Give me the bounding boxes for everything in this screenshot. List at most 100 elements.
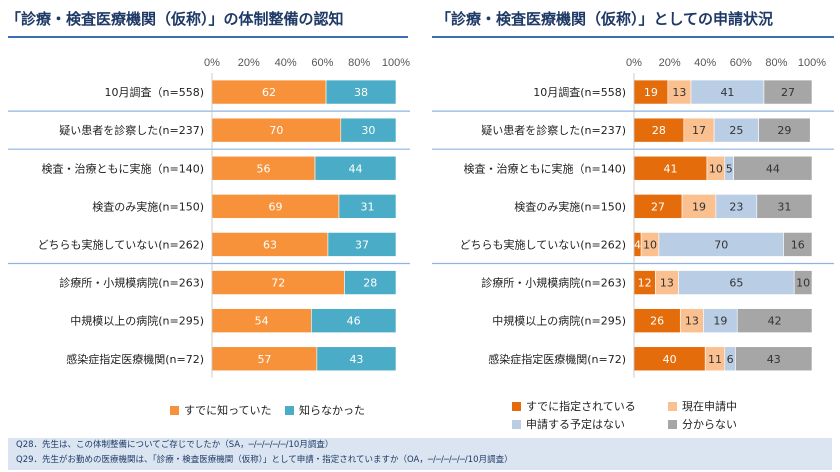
right-data-label: 29 — [777, 124, 791, 137]
right-data-label: 10 — [796, 277, 810, 290]
left-tick-label: 0% — [204, 57, 220, 69]
right-tick-label: 0% — [626, 57, 642, 69]
right-data-label: 31 — [777, 200, 791, 213]
right-bar-segment — [783, 232, 813, 257]
left-bar-segment — [316, 346, 397, 372]
right-category-label: 診療所・小規模病院(n=263) — [481, 276, 626, 290]
right-data-label: 19 — [644, 86, 658, 99]
right-bar-segment — [658, 232, 784, 257]
right-data-label: 17 — [692, 124, 706, 137]
right-bar-segment — [756, 194, 813, 219]
left-bar-segment — [344, 270, 397, 295]
right-category-label: 中規模以上の病院(n=295) — [492, 314, 626, 328]
right-data-label: 27 — [781, 86, 795, 99]
right-data-label: 43 — [767, 353, 781, 366]
right-data-label: 41 — [720, 86, 734, 99]
right-bar-segment — [735, 346, 813, 372]
left-category-label: 中規模以上の病院(n=295) — [70, 314, 204, 328]
right-legend-label: すでに指定されている — [526, 399, 636, 413]
right-data-label: 13 — [672, 86, 686, 99]
left-bar-segment — [327, 232, 397, 257]
right-legend-label: 申請する予定はない — [526, 417, 625, 431]
right-data-label: 42 — [768, 315, 782, 328]
left-data-label: 37 — [355, 238, 369, 251]
left-data-label: 54 — [255, 315, 269, 328]
right-legend-label: 分からない — [682, 418, 737, 431]
right-bar-segment — [633, 117, 685, 143]
right-bar-segment — [678, 270, 795, 295]
right-data-label: 11 — [708, 353, 722, 366]
right-bar-segment — [681, 194, 717, 219]
left-title-rule — [8, 36, 408, 38]
right-bar-segment — [758, 117, 811, 143]
left-bar-segment — [340, 117, 397, 143]
right-legend-swatch — [668, 402, 677, 411]
right-tick-label: 60% — [730, 57, 752, 69]
left-category-label: 診療所・小規模病院(n=263) — [59, 276, 204, 290]
left-bar-segment — [211, 308, 312, 333]
left-bar-segment — [211, 117, 342, 143]
footnote-box: Q28．先生は、この体制整備についてご存じでしたか（SA，─/─/─/─/─/1… — [8, 438, 832, 470]
left-category-label: 10月調査（n=558) — [105, 85, 204, 99]
right-data-label: 23 — [729, 200, 743, 213]
footnote-q28: Q28．先生は、この体制整備についてご存じでしたか（SA，─/─/─/─/─/1… — [16, 440, 334, 450]
right-category-label: 検査のみ実施(n=150) — [514, 199, 626, 213]
left-data-label: 56 — [257, 162, 271, 175]
right-data-label: 70 — [714, 238, 728, 251]
right-data-label: 19 — [692, 200, 706, 213]
left-data-label: 62 — [262, 86, 276, 99]
right-bar-segment — [733, 155, 813, 181]
left-data-label: 28 — [363, 277, 377, 290]
right-category-label: 検査・治療ともに実施（n=140) — [464, 161, 626, 175]
right-data-label: 12 — [638, 277, 652, 290]
left-category-label: 検査のみ実施(n=150) — [92, 199, 204, 213]
right-title-rule — [432, 36, 834, 38]
right-bar-segment — [683, 117, 715, 143]
right-data-label: 13 — [660, 277, 674, 290]
left-legend-label: 知らなかった — [299, 403, 365, 417]
left-data-label: 57 — [257, 353, 271, 366]
right-legend-swatch — [512, 420, 521, 429]
left-bar-segment — [338, 194, 397, 219]
left-data-label: 30 — [361, 124, 375, 137]
right-category-label: 疑い患者を診察した(n=237) — [481, 123, 626, 137]
left-data-label: 63 — [263, 238, 277, 251]
left-tick-label: 40% — [275, 57, 297, 69]
right-data-label: 16 — [791, 238, 805, 251]
left-legend-swatch — [285, 406, 294, 415]
right-data-label: 4 — [634, 238, 641, 251]
left-category-label: どちらも実施していない(n=262) — [38, 237, 204, 251]
right-bar-segment — [715, 194, 758, 219]
right-data-label: 10 — [643, 238, 657, 251]
left-chart-title: 「診療・検査医療機関（仮称）」の体制整備の認知 — [6, 10, 344, 28]
footnote-q29: Q29．先生がお勤めの医療機関は、「診療・検査医療機関（仮称）」として申請・指定… — [16, 455, 513, 465]
left-bar-segment — [211, 346, 318, 372]
right-category-label: 10月調査(n=558) — [533, 85, 626, 99]
left-data-label: 44 — [349, 162, 363, 175]
right-bar-chart: 0% 20% 40% 60% 80% 100% 10月調査(n=558) 19 13 41 27 疑い… — [432, 57, 834, 431]
right-bar-segment — [633, 194, 683, 219]
right-data-label: 65 — [729, 277, 743, 290]
left-tick-label: 20% — [238, 57, 260, 69]
right-data-label: 5 — [726, 162, 733, 175]
right-tick-label: 80% — [765, 57, 787, 69]
right-bar-segment — [690, 79, 765, 105]
right-tick-label: 20% — [659, 57, 681, 69]
left-category-label: 疑い患者を診察した(n=237) — [59, 123, 204, 137]
right-data-label: 25 — [729, 124, 743, 137]
left-bar-segment — [211, 155, 316, 181]
right-bar-segment — [763, 79, 813, 105]
right-data-label: 41 — [663, 162, 677, 175]
right-data-label: 13 — [685, 315, 699, 328]
right-bar-segment — [736, 308, 813, 333]
right-category-label: 感染症指定医療機関(n=72) — [488, 352, 626, 366]
right-category-label: どちらも実施していない(n=262) — [460, 237, 626, 251]
right-data-label: 6 — [727, 353, 734, 366]
left-tick-label: 80% — [348, 57, 370, 69]
left-category-label: 感染症指定医療機関(n=72) — [66, 352, 204, 366]
left-bar-segment — [311, 308, 397, 333]
left-data-label: 38 — [354, 86, 368, 99]
right-bar-segment — [703, 308, 738, 333]
left-category-label: 検査・治療ともに実施（n=140) — [42, 161, 204, 175]
